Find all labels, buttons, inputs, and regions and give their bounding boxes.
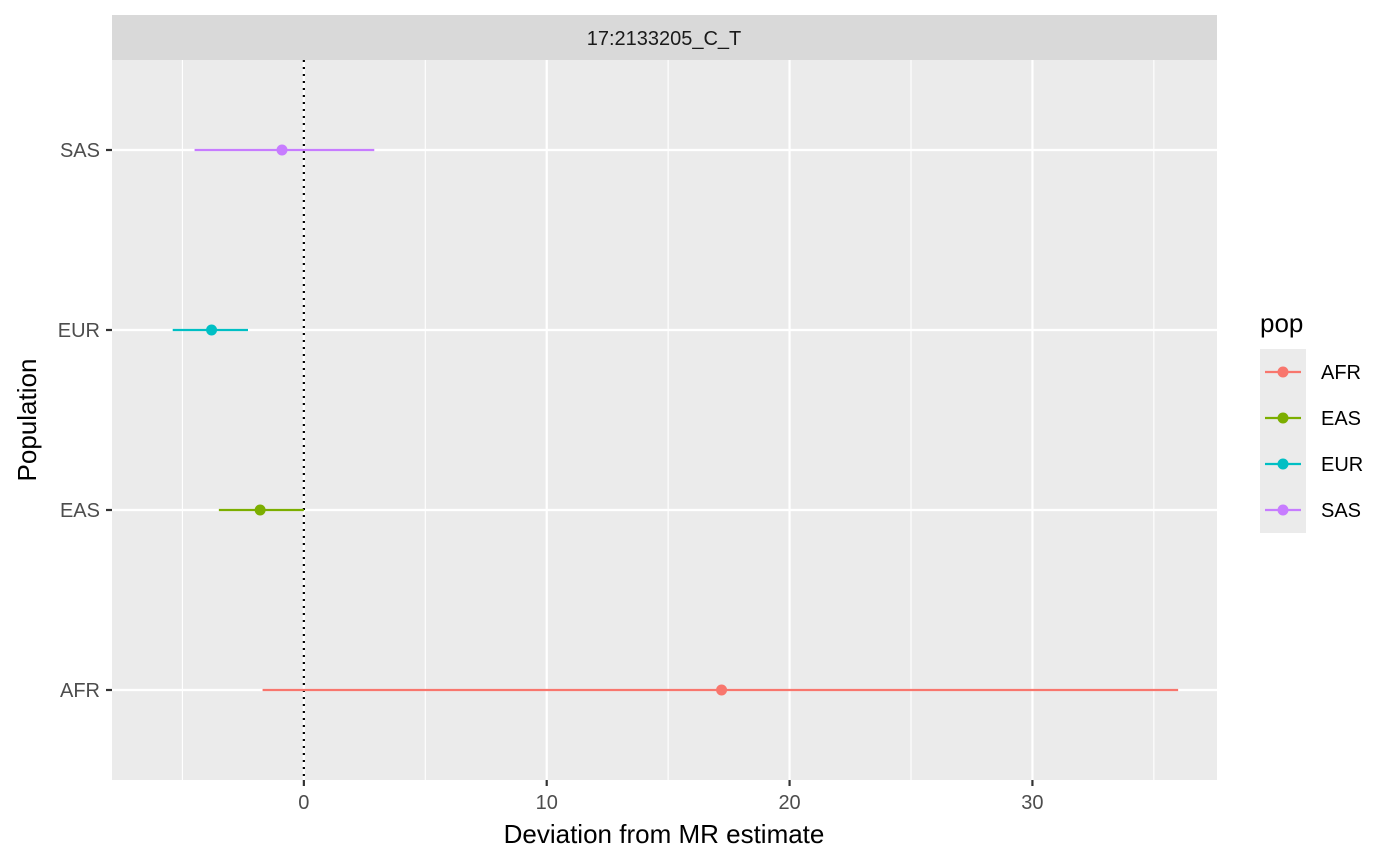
x-tick-label: 20 [778,792,800,814]
x-axis-title: Deviation from MR estimate [504,819,825,849]
y-tick-label: EAS [60,500,100,522]
strip-background [112,15,1217,60]
y-axis-title: Population [12,359,42,482]
legend: pop AFR EAS EUR SAS [1260,308,1363,533]
y-tick-label: EUR [58,320,100,342]
x-tick-label: 0 [298,792,309,814]
legend-point-eas [1277,412,1289,424]
legend-key-background [1260,349,1306,533]
point-afr [716,684,728,696]
y-tick-label: AFR [60,680,100,702]
facet-title: 17:2133205_C_T [587,28,742,50]
legend-point-afr [1277,366,1289,378]
legend-label-afr: AFR [1321,362,1361,384]
legend-point-eur [1277,458,1289,470]
x-tick-label: 30 [1021,792,1043,814]
x-axis: 0 10 20 30 [298,780,1044,814]
x-tick-label: 10 [536,792,558,814]
y-axis: AFR EAS EUR SAS [58,140,112,702]
point-sas [276,144,288,156]
legend-label-eas: EAS [1321,408,1361,430]
legend-label-eur: EUR [1321,454,1363,476]
legend-label-sas: SAS [1321,500,1361,522]
estimates-layer [172,144,1179,696]
point-eur [206,324,218,336]
minor-gridlines [181,60,1155,780]
y-tick-label: SAS [60,140,100,162]
point-eas [254,504,266,516]
plot-panel [112,60,1217,780]
legend-point-sas [1277,504,1289,516]
legend-title: pop [1260,308,1303,338]
